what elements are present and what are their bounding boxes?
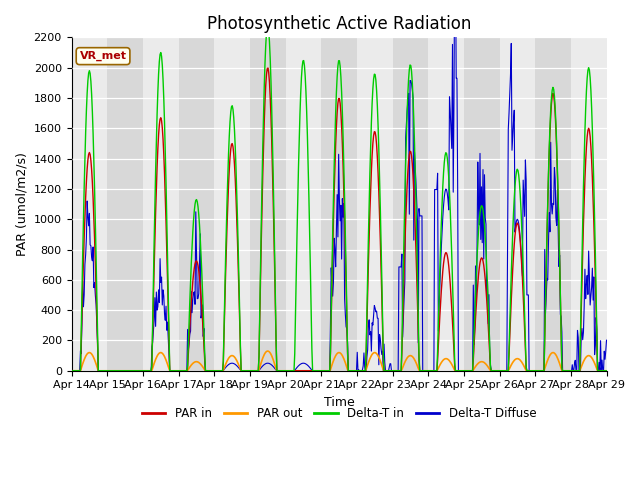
Bar <box>392 37 428 371</box>
Bar <box>143 37 179 371</box>
Bar <box>464 37 499 371</box>
Bar <box>357 37 392 371</box>
Y-axis label: PAR (umol/m2/s): PAR (umol/m2/s) <box>15 152 28 256</box>
X-axis label: Time: Time <box>324 396 355 409</box>
Bar <box>285 37 321 371</box>
Text: VR_met: VR_met <box>79 51 127 61</box>
Bar <box>535 37 571 371</box>
Bar <box>72 37 107 371</box>
Legend: PAR in, PAR out, Delta-T in, Delta-T Diffuse: PAR in, PAR out, Delta-T in, Delta-T Dif… <box>137 402 541 425</box>
Bar <box>214 37 250 371</box>
Bar <box>428 37 464 371</box>
Bar <box>321 37 357 371</box>
Bar <box>499 37 535 371</box>
Bar <box>250 37 285 371</box>
Bar <box>571 37 607 371</box>
Title: Photosynthetic Active Radiation: Photosynthetic Active Radiation <box>207 15 471 33</box>
Bar <box>179 37 214 371</box>
Bar <box>107 37 143 371</box>
